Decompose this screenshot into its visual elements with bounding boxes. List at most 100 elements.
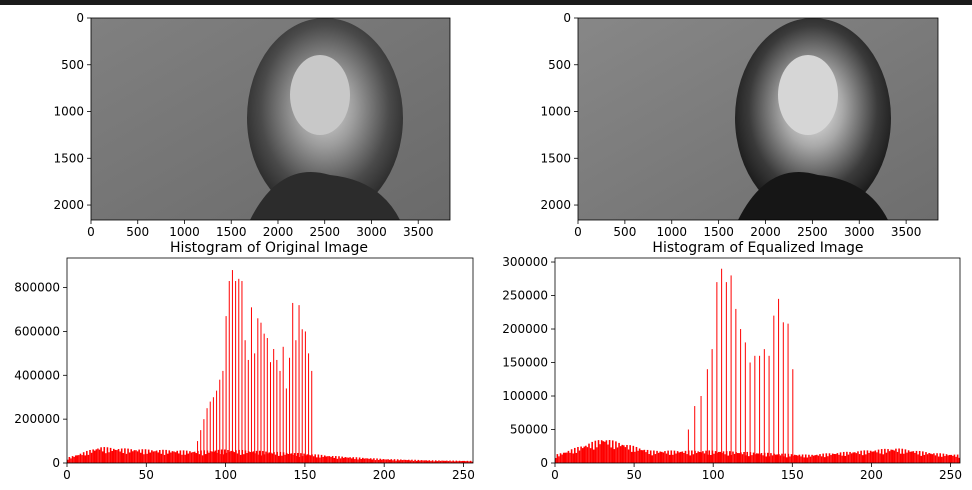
histogram-bin [384,459,386,463]
histogram-peak-bar [725,282,727,463]
histogram-bin [407,459,410,463]
y-tick-label: 0 [540,456,548,470]
histogram-bin [185,450,188,463]
histogram-bin [192,452,194,463]
histogram-bin [342,457,345,463]
histogram-bin [95,449,98,463]
histogram-bin [335,456,337,463]
histogram-peak-bar [197,441,199,463]
histogram-bin [564,452,567,463]
histogram-bin [281,455,283,463]
histogram-bin [460,461,462,463]
histogram-bin [714,451,717,463]
histogram-bin [605,440,608,463]
histogram-bin [453,461,456,463]
histogram-bin [863,450,866,463]
histogram-bin [417,459,420,463]
histogram-bin [265,451,267,463]
histogram-peak-bar [206,408,208,463]
histogram-bin [877,449,880,463]
histogram-bin [393,459,396,463]
histogram-bin [195,453,198,463]
histogram-bin [936,453,938,463]
x-tick-label: 100 [214,468,237,482]
histogram-bin [592,449,595,463]
histogram-bin [274,454,277,463]
x-tick-label: 500 [613,225,636,239]
histogram-bin [732,451,734,463]
histogram-bin [147,449,150,463]
histogram-bin [705,450,707,463]
histogram-bin [293,453,296,463]
histogram-peak-bar [235,281,237,463]
histogram-bin [871,451,873,463]
equalized-image-face [778,55,838,135]
histogram-bin [469,460,472,463]
histogram-bin [729,451,731,463]
histogram-bin [915,450,918,463]
histogram-bin [315,457,318,463]
y-tick-label: 200000 [14,412,60,426]
histogram-bin [249,452,251,463]
histogram-bin [623,445,625,463]
histogram-bin [675,453,677,463]
histogram-bin [599,444,601,463]
histogram-bin [588,443,590,463]
histogram-bin [463,460,466,463]
histogram-bin [466,460,469,463]
equalized-image-frame [577,17,939,221]
histogram-bin [640,450,643,463]
histogram-bin [743,452,745,463]
histogram-bin [779,455,782,463]
histogram-bin [262,451,264,463]
histogram-bin [882,454,885,463]
histogram-bin [795,455,798,463]
histogram-bin [708,450,711,463]
histogram-bin [770,453,772,463]
histogram-peak-bar [200,430,202,463]
y-tick-label: 400000 [14,368,60,382]
histogram-bin [361,457,364,463]
histogram-peak-bar [279,370,281,463]
y-tick-label: 100000 [502,389,548,403]
histogram-bin [926,454,929,463]
histogram-peak-bar [298,305,300,463]
histogram-bin [950,454,953,463]
histogram-bin [268,452,270,463]
histogram-peak-bar [768,355,770,463]
histogram-bin [573,447,576,463]
histogram-bin [733,453,736,463]
histogram-bin [349,457,351,463]
y-tick-label: 150000 [502,356,548,370]
histogram-peak-bar [730,275,732,463]
histogram-peak-bar [773,315,775,463]
histogram-bin [860,450,862,463]
histogram-bin [392,460,394,463]
histogram-bin [71,456,74,463]
histogram-peak-bar [228,281,230,463]
histogram-bin [664,451,666,463]
histogram-bin [741,454,744,463]
histogram-bin [955,456,957,463]
original-image-shoulders [250,172,400,220]
histogram-bin [858,454,861,463]
histogram-bin [906,452,908,463]
histogram-bin [258,450,261,463]
histogram-bin [284,454,286,463]
histogram-bin [686,454,688,463]
histogram-bin [162,449,164,463]
histogram-bin [849,451,851,463]
histogram-bin [320,454,323,463]
x-tick-label: 50 [626,468,641,482]
histogram-bin [181,454,183,463]
histogram-bin [602,441,605,463]
x-tick-label: 2000 [750,225,781,239]
x-tick-label: 0 [551,468,559,482]
histogram-bin [124,448,126,463]
histogram-bin [842,451,845,463]
histogram-bin [133,450,136,463]
histogram-bin [117,449,120,463]
histogram-bin [698,451,701,463]
equalized-image-axes: 0 500 1000 1500 2000 2500 3000 3500 0 500 1000 1500… [540,11,921,239]
histogram-bin [130,449,133,463]
